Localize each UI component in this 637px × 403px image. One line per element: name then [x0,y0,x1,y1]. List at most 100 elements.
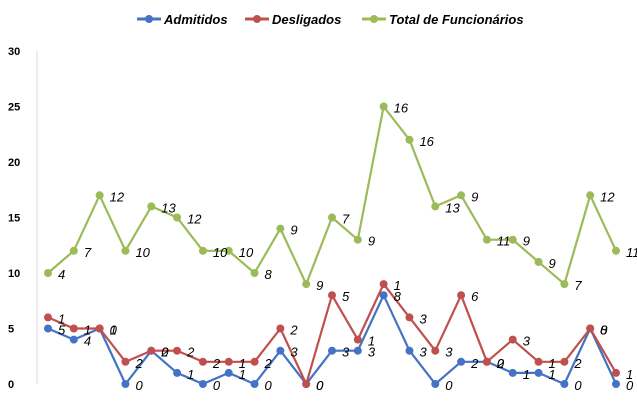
data-point [482,235,491,244]
data-label: 11 [497,234,511,249]
data-label: 2 [264,356,273,371]
data-point [482,357,491,366]
series-0 [44,291,620,388]
data-point [353,335,362,344]
data-point [379,102,388,111]
data-point [379,280,388,289]
data-point [560,380,569,388]
data-point [405,313,414,322]
y-tick-label: 0 [8,379,14,391]
data-point [457,357,466,366]
data-label: 2 [496,356,505,371]
data-label: 2 [470,356,479,371]
data-point [250,269,259,277]
data-label: 3 [419,345,427,360]
data-label: 8 [600,323,608,338]
data-label: 1 [626,367,633,382]
data-label: 3 [368,345,376,360]
data-point [379,291,388,300]
data-label: 5 [58,323,66,338]
data-point [431,346,440,355]
data-label: 13 [161,200,176,215]
data-label: 16 [419,134,434,149]
data-point [508,235,517,244]
data-label: 0 [110,323,118,338]
data-label: 1 [239,356,246,371]
y-tick-label: 5 [8,324,14,336]
data-point [405,346,414,355]
data-label: 9 [290,223,297,238]
data-label: 9 [471,189,478,204]
data-point [560,357,569,366]
data-label: 2 [134,356,143,371]
data-label: 0 [316,378,324,393]
data-label: 4 [58,267,65,282]
data-point [353,235,362,244]
data-label: 1 [549,356,556,371]
data-point [95,324,104,333]
data-point [95,191,104,200]
data-label: 10 [135,245,150,260]
data-label: 9 [523,234,530,249]
data-label: 2 [289,323,298,338]
data-point [173,346,182,355]
data-point [276,224,285,233]
data-label: 6 [471,289,479,304]
data-label: 0 [161,345,169,360]
data-point [328,346,336,355]
data-point [198,246,207,255]
data-label: 9 [368,234,375,249]
data-point [534,368,543,377]
legend-entry: Desligados [272,12,341,27]
data-point [69,335,78,344]
data-label: 12 [600,189,615,204]
data-point [353,346,362,355]
data-point [328,213,336,222]
data-label: 1 [523,367,530,382]
data-point [612,368,620,377]
data-point [431,202,440,211]
data-point [147,202,156,211]
data-label: 11 [626,245,637,260]
y-tick-label: 30 [8,46,20,58]
data-point [198,380,207,388]
data-label: 12 [110,189,125,204]
series-1 [44,280,620,388]
data-point [431,380,440,388]
data-point [250,380,259,388]
data-label: 3 [342,345,350,360]
data-point [508,335,517,344]
data-point [173,213,182,222]
data-label: 3 [523,334,531,349]
data-point [534,357,543,366]
legend-marker [253,15,261,23]
series-layer [44,102,620,388]
data-label: 1 [110,323,117,338]
data-label: 0 [265,378,273,393]
data-label: 0 [316,378,324,393]
data-label: 7 [84,245,92,260]
data-point [121,357,130,366]
data-point [457,291,466,300]
data-point [69,246,78,255]
data-point [276,346,285,355]
data-label: 3 [290,345,298,360]
data-point [612,246,620,255]
data-point [534,257,543,266]
data-label: 0 [445,378,453,393]
data-label: 1 [549,367,556,382]
data-label: 13 [445,200,460,215]
data-label: 7 [342,212,350,227]
y-tick-label: 20 [8,157,20,169]
data-label: 8 [394,289,402,304]
data-label: 0 [213,378,221,393]
data-label: 0 [600,323,608,338]
y-tick-label: 10 [8,268,20,280]
data-label: 0 [574,378,582,393]
data-point [44,313,52,322]
y-axis: 0 5 10 15 20 25 30 [8,46,38,391]
data-label: 0 [135,378,143,393]
series-line [47,105,617,286]
data-point [328,291,336,300]
